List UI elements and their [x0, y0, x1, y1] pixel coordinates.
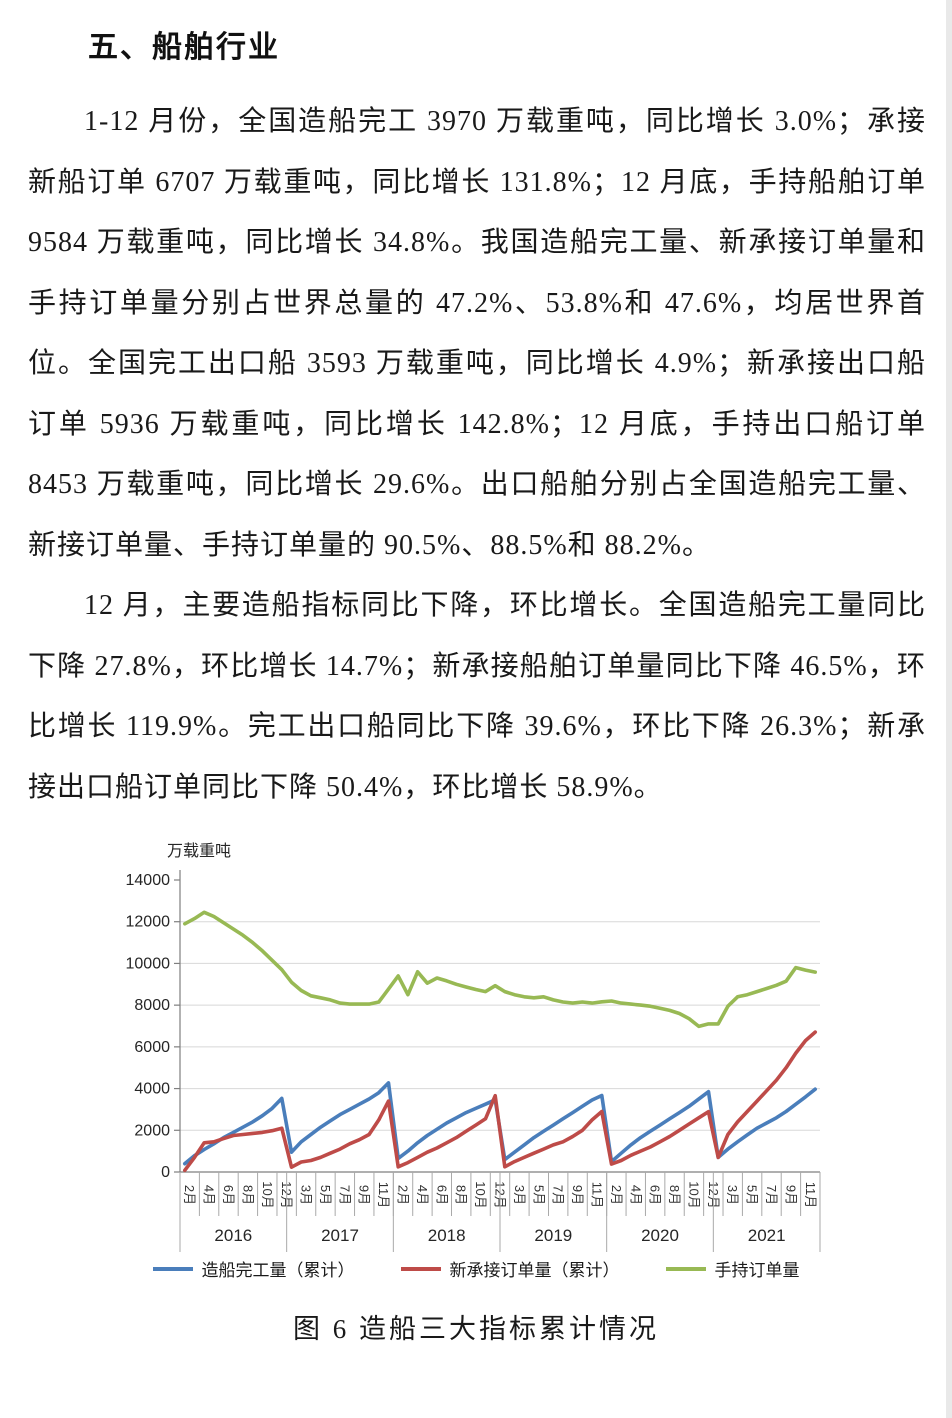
- legend-item-new-orders: 新承接订单量（累计）: [400, 1256, 620, 1281]
- section-heading: 五、船舶行业: [88, 31, 280, 64]
- year-label: 2020: [641, 1226, 679, 1245]
- text-block: 五、船舶行业 1-12 月份，全国造船完工 3970 万载重吨，同比增长 3.0…: [28, 31, 926, 803]
- x-tick-label: 10月: [260, 1181, 275, 1208]
- x-tick-label: 9月: [570, 1185, 585, 1205]
- x-tick-label: 3月: [512, 1185, 527, 1205]
- legend-label: 手持订单量: [714, 1261, 800, 1280]
- x-tick-label: 4月: [415, 1185, 430, 1205]
- y-tick-label: 6000: [134, 1039, 170, 1056]
- x-tick-label: 5月: [745, 1185, 760, 1205]
- figure-caption: 图 6 造船三大指标累计情况: [293, 1314, 659, 1344]
- x-tick-label: 2月: [609, 1185, 624, 1205]
- legend-swatch-completed: [152, 1266, 193, 1271]
- legend-label: 造船完工量（累计）: [201, 1261, 355, 1280]
- y-tick-label: 10000: [126, 955, 171, 972]
- year-label: 2019: [534, 1226, 572, 1245]
- y-tick-label: 2000: [134, 1122, 170, 1139]
- x-tick-label: 11月: [589, 1182, 604, 1209]
- legend-swatch-new-orders: [400, 1266, 441, 1271]
- y-tick-label: 0: [161, 1164, 170, 1181]
- year-label: 2017: [321, 1226, 359, 1245]
- legend-item-orders-on-hand: 手持订单量: [665, 1256, 800, 1281]
- x-tick-label: 11月: [376, 1182, 391, 1209]
- series-line-orders-on-hand: [183, 910, 818, 1029]
- x-tick-label: 9月: [357, 1185, 372, 1205]
- series-line-new-orders: [183, 1030, 818, 1173]
- figure-6-chart: 万载重吨 0 2000 4000 6000 8000 10000 12000 14000 2月 4…: [0, 840, 952, 1346]
- x-tick-label: 8月: [240, 1185, 255, 1205]
- year-label: 2016: [214, 1226, 252, 1245]
- x-tick-label: 10月: [473, 1181, 488, 1208]
- y-tick-label: 14000: [126, 872, 171, 889]
- x-tick-label: 9月: [783, 1185, 798, 1205]
- legend-item-completed: 造船完工量（累计）: [152, 1256, 355, 1281]
- x-tick-label: 3月: [725, 1185, 740, 1205]
- x-tick-label: 7月: [551, 1185, 566, 1205]
- y-axis-unit-label: 万载重吨: [167, 842, 231, 860]
- x-tick-label: 6月: [434, 1185, 449, 1205]
- paragraph-annual-figures: 1-12 月份，全国造船完工 3970 万载重吨，同比增长 3.0%；承接新船订…: [28, 106, 926, 561]
- year-label: 2021: [748, 1226, 786, 1245]
- chart-legend: 造船完工量（累计） 新承接订单量（累计） 手持订单量: [0, 1256, 952, 1281]
- y-tick-label: 8000: [134, 997, 170, 1014]
- x-tick-label: 3月: [299, 1185, 314, 1205]
- x-tick-label: 8月: [667, 1185, 682, 1205]
- x-tick-label: 6月: [648, 1185, 663, 1205]
- x-tick-label: 11月: [803, 1182, 818, 1209]
- y-tick-label: 12000: [126, 914, 171, 931]
- year-label: 2018: [428, 1226, 466, 1245]
- x-tick-label: 5月: [318, 1185, 333, 1205]
- x-tick-label: 10月: [686, 1181, 701, 1208]
- paragraph-december-figures: 12 月，主要造船指标同比下降，环比增长。全国造船完工量同比下降 27.8%，环…: [28, 590, 926, 803]
- legend-swatch-orders-on-hand: [665, 1266, 706, 1271]
- x-tick-label: 4月: [628, 1185, 643, 1205]
- x-tick-label: 4月: [202, 1185, 217, 1205]
- x-tick-label: 5月: [531, 1185, 546, 1205]
- page-edge-shadow: [946, 0, 952, 1418]
- x-tick-label: 7月: [337, 1185, 352, 1205]
- x-tick-label: 7月: [764, 1185, 779, 1205]
- x-tick-label: 8月: [454, 1185, 469, 1205]
- y-tick-label: 4000: [134, 1081, 170, 1098]
- x-tick-label: 2月: [182, 1185, 197, 1205]
- x-tick-label: 2月: [396, 1185, 411, 1205]
- legend-label: 新承接订单量（累计）: [449, 1261, 620, 1280]
- x-tick-label: 6月: [221, 1185, 236, 1205]
